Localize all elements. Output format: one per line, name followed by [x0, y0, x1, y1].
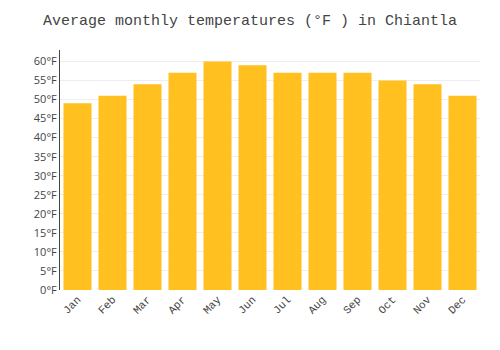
svg-text:30°F: 30°F — [34, 168, 57, 183]
svg-text:Oct: Oct — [376, 294, 398, 316]
svg-text:40°F: 40°F — [34, 129, 57, 144]
svg-text:0°F: 0°F — [40, 282, 57, 297]
svg-text:Average monthly temperatures (: Average monthly temperatures (°F ) in Ch… — [43, 13, 457, 30]
svg-text:25°F: 25°F — [34, 187, 57, 202]
svg-text:55°F: 55°F — [34, 72, 57, 87]
svg-text:Aug: Aug — [306, 294, 328, 316]
svg-text:50°F: 50°F — [34, 91, 57, 106]
svg-text:Dec: Dec — [446, 294, 468, 316]
svg-text:Jun: Jun — [236, 294, 258, 316]
svg-text:May: May — [201, 294, 224, 317]
svg-text:45°F: 45°F — [34, 110, 57, 125]
svg-text:Feb: Feb — [96, 294, 118, 316]
svg-text:Apr: Apr — [166, 294, 188, 316]
svg-text:10°F: 10°F — [34, 244, 57, 259]
svg-text:Nov: Nov — [411, 294, 434, 317]
svg-text:Mar: Mar — [131, 294, 153, 316]
svg-text:35°F: 35°F — [34, 149, 57, 164]
svg-text:60°F: 60°F — [34, 53, 57, 68]
svg-text:20°F: 20°F — [34, 206, 57, 221]
svg-text:15°F: 15°F — [34, 225, 57, 240]
svg-text:Jul: Jul — [271, 294, 293, 316]
svg-text:Sep: Sep — [341, 294, 363, 316]
svg-text:5°F: 5°F — [40, 263, 57, 278]
svg-text:Jan: Jan — [61, 294, 83, 316]
